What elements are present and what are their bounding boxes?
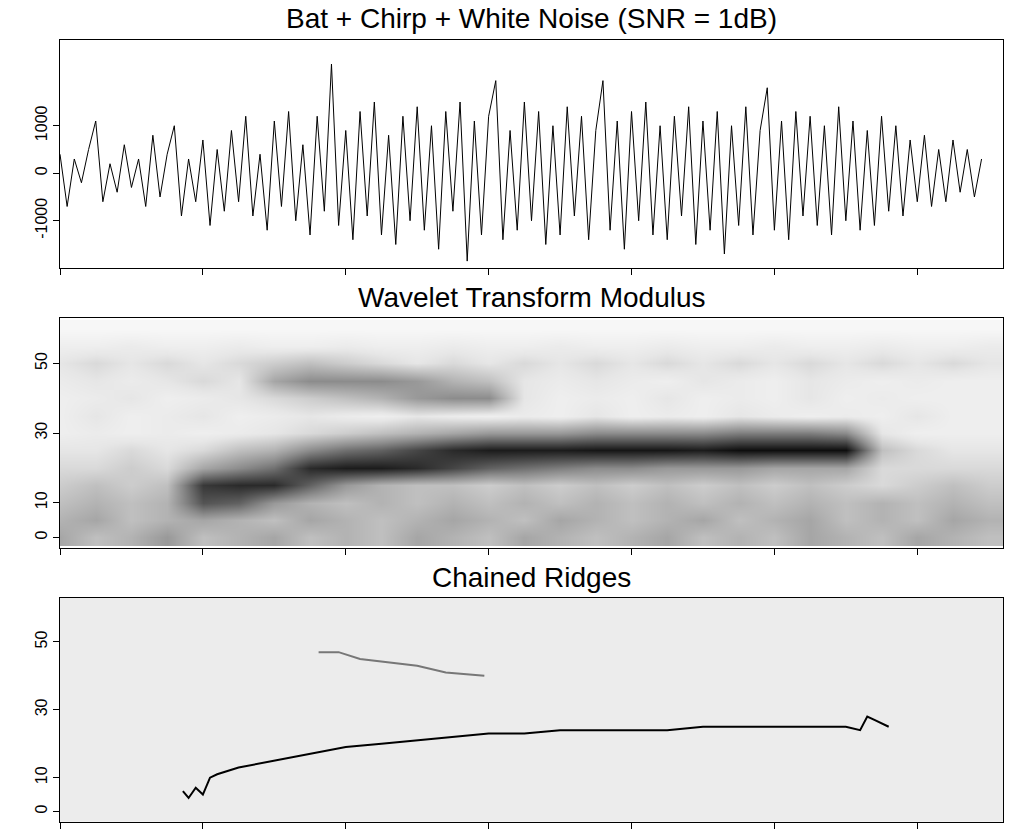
svg-text:Bat + Chirp + White Noise (SNR: Bat + Chirp + White Noise (SNR = 1dB) [286,3,777,34]
svg-text:30: 30 [33,422,50,440]
svg-text:1000: 1000 [33,105,50,141]
svg-text:10: 10 [33,491,50,509]
svg-text:10: 10 [33,766,50,784]
svg-text:Wavelet Transform Modulus: Wavelet Transform Modulus [358,282,706,313]
svg-text:0: 0 [33,805,50,814]
svg-text:50: 50 [33,352,50,370]
svg-text:-1000: -1000 [33,198,50,239]
svg-text:Chained Ridges: Chained Ridges [432,562,631,593]
svg-text:0: 0 [33,166,50,175]
svg-text:50: 50 [33,631,50,649]
svg-text:30: 30 [33,698,50,716]
svg-text:0: 0 [33,530,50,539]
